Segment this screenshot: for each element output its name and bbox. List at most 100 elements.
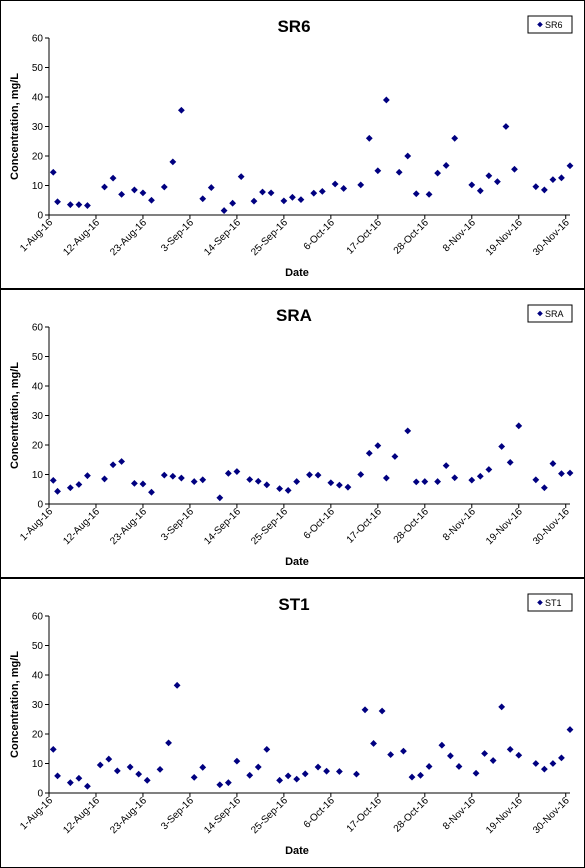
data-point <box>511 165 518 173</box>
data-point <box>276 485 284 493</box>
data-point <box>237 173 245 181</box>
y-tick-label: 50 <box>32 641 44 652</box>
data-point <box>84 472 91 480</box>
y-axis-label: Concentration, mg/L <box>9 651 21 758</box>
chart-panel-sra: SRA 0 10 20 30 40 50 60 1-Aug-16 12-Aug-16 23-Aug-… <box>0 289 585 578</box>
data-point <box>109 461 117 469</box>
data-point <box>506 459 514 466</box>
data-point <box>105 755 113 763</box>
x-tick-label: 12-Aug-16 <box>61 795 102 836</box>
data-point <box>438 741 446 749</box>
x-tick-label: 28-Oct-16 <box>392 506 432 546</box>
data-point <box>408 773 416 781</box>
legend: SR6 <box>527 15 573 34</box>
data-point <box>549 176 557 183</box>
data-point <box>485 466 493 473</box>
data-point <box>160 471 168 479</box>
data-point <box>306 471 313 479</box>
x-tick-label: 8-Nov-16 <box>441 795 478 832</box>
data-point <box>558 754 565 762</box>
data-point <box>229 199 237 207</box>
data-point <box>476 187 484 195</box>
data-point <box>374 167 382 175</box>
x-tick-label: 28-Oct-16 <box>392 217 432 257</box>
data-point <box>374 442 382 449</box>
data-point <box>540 186 548 194</box>
x-tick-label: 19-Nov-16 <box>484 795 525 836</box>
data-point <box>216 781 224 789</box>
data-point <box>216 494 224 502</box>
data-point <box>131 479 138 487</box>
data-point <box>498 443 506 450</box>
data-point <box>468 181 476 189</box>
data-point <box>118 190 125 198</box>
data-point <box>558 174 565 182</box>
data-point <box>113 767 121 775</box>
legend-box <box>527 304 573 323</box>
y-tick-label: 40 <box>32 382 44 393</box>
data-point <box>353 770 360 778</box>
data-point <box>276 776 284 784</box>
legend-marker <box>537 310 543 317</box>
y-tick-label: 40 <box>32 93 44 104</box>
data-point <box>289 193 296 201</box>
data-point <box>498 703 506 711</box>
data-point <box>476 472 484 480</box>
chart-st1: ST1 0 10 20 30 40 50 60 1-Aug-16 12-Aug-16 23-Aug-… <box>9 593 574 857</box>
x-tick-label: 25-Sep-16 <box>249 506 290 547</box>
x-axis-label: Date <box>285 267 309 279</box>
data-point <box>284 772 292 780</box>
data-point <box>318 188 326 195</box>
chart-sra: SRA 0 10 20 30 40 50 60 1-Aug-16 12-Aug-16 23-Aug-… <box>9 304 574 568</box>
data-point <box>515 422 523 430</box>
data-point <box>382 96 390 104</box>
x-axis-label: Date <box>285 556 309 568</box>
data-point <box>361 706 369 714</box>
chart-title: SRA <box>276 306 312 325</box>
data-point <box>540 484 548 492</box>
data-point <box>66 201 74 209</box>
data-point <box>506 745 514 753</box>
legend: SRA <box>527 304 573 323</box>
data-point <box>143 776 151 784</box>
data-point <box>148 196 155 204</box>
x-tick-label: 3-Sep-16 <box>159 217 196 254</box>
data-point <box>310 189 318 197</box>
data-point <box>549 460 557 467</box>
y-tick-label: 0 <box>37 211 43 222</box>
x-tick-label: 6-Oct-16 <box>302 795 338 831</box>
data-point <box>558 470 565 478</box>
data-point <box>49 745 57 753</box>
y-tick-label: 30 <box>32 700 44 711</box>
data-point <box>468 476 476 484</box>
data-point <box>382 474 390 482</box>
data-point <box>340 185 348 192</box>
data-point <box>532 476 540 484</box>
data-point <box>481 750 488 757</box>
x-tick-label: 25-Sep-16 <box>249 795 290 836</box>
data-point <box>404 152 412 160</box>
data-point <box>494 178 501 186</box>
x-tick-label: 23-Aug-16 <box>108 506 149 547</box>
series-sr6 <box>49 96 574 214</box>
legend-label: ST1 <box>545 598 562 608</box>
y-tick-label: 20 <box>32 441 44 452</box>
data-point <box>532 760 540 767</box>
legend-label: SR6 <box>545 20 563 30</box>
data-point <box>109 174 117 182</box>
legend: ST1 <box>527 593 573 612</box>
data-point <box>566 469 574 477</box>
data-point <box>540 765 548 773</box>
data-point <box>472 769 480 777</box>
y-tick-label: 0 <box>37 500 43 511</box>
data-point <box>101 475 108 483</box>
data-point <box>314 471 322 479</box>
x-tick-label: 12-Aug-16 <box>61 217 102 258</box>
data-point <box>118 458 125 465</box>
x-tick-label: 14-Sep-16 <box>202 217 243 258</box>
data-point <box>165 739 172 747</box>
y-axis-label: Concentration, mg/L <box>9 73 21 180</box>
data-point <box>254 763 262 771</box>
data-point <box>442 462 450 470</box>
data-point <box>293 775 301 783</box>
